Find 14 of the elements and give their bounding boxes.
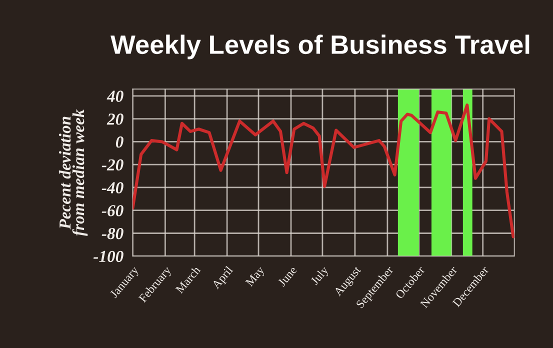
y-tick-label: -60 xyxy=(102,205,124,216)
y-tick-label: -80 xyxy=(102,228,124,240)
y-tick-label: 0 xyxy=(116,136,124,148)
chart-title: Weekly Levels of Business Travel xyxy=(110,34,530,60)
x-tick-label: June xyxy=(278,266,298,287)
line-series xyxy=(132,104,514,238)
x-tick-label: July xyxy=(310,265,331,287)
x-tick-label: May xyxy=(245,265,267,288)
y-tick-label: -20 xyxy=(102,159,124,171)
y-tick-label: 20 xyxy=(106,114,124,125)
y-tick-label: 40 xyxy=(106,90,124,102)
y-tick-label: -100 xyxy=(93,250,124,262)
y-tick-label: -40 xyxy=(102,182,124,194)
y-axis-title: Pecent deviation from median week xyxy=(58,109,88,236)
